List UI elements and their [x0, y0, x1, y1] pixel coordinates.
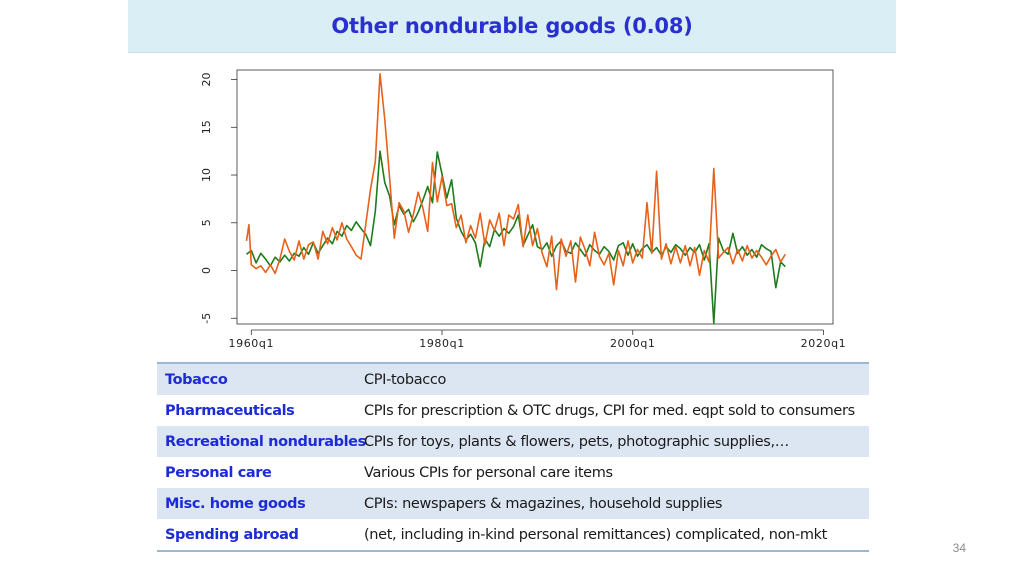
table-category: Spending abroad — [165, 526, 299, 543]
table-category: Tobacco — [165, 371, 228, 388]
plot-frame — [236, 69, 834, 325]
table-category: Misc. home goods — [165, 495, 306, 512]
y-tick-label: 15 — [200, 120, 213, 134]
table-description: CPIs for toys, plants & flowers, pets, p… — [364, 433, 789, 450]
y-tick-label: 5 — [200, 219, 213, 226]
table-description: CPIs: newspapers & magazines, household … — [364, 495, 723, 512]
table-row: Personal care Various CPIs for personal … — [157, 457, 869, 488]
series-line-orange — [245, 73, 786, 291]
measurement-table: Tobacco CPI-tobacco Pharmaceuticals CPIs… — [157, 362, 869, 552]
table-row: Misc. home goods CPIs: newspapers & maga… — [157, 488, 869, 519]
x-tick-label: 1960q1 — [229, 337, 275, 350]
page-number: 34 — [952, 541, 966, 555]
chart-axes: -5 0 5 10 15 20 1960q1 1980q1 2000q1 2020q1 — [200, 69, 847, 350]
chart-series-layer — [245, 73, 786, 324]
chart-svg: -5 0 5 10 15 20 1960q1 1980q1 2000q1 2020q1 — [200, 69, 847, 350]
table-category: Personal care — [165, 464, 272, 481]
table-description: CPI-tobacco — [364, 371, 446, 388]
y-tick-label: -5 — [200, 313, 213, 324]
table-category: Recreational nondurables — [165, 433, 366, 450]
y-tick-label: 20 — [200, 73, 213, 87]
table-row: Pharmaceuticals CPIs for prescription & … — [157, 395, 869, 426]
line-chart: -5 0 5 10 15 20 1960q1 1980q1 2000q1 2020q1 — [190, 62, 860, 354]
title-bar: Other nondurable goods (0.08) — [128, 0, 896, 53]
x-tick-label: 1980q1 — [419, 337, 465, 350]
x-tick-label: 2000q1 — [610, 337, 656, 350]
series-line-green — [246, 150, 786, 324]
y-tick-label: 0 — [200, 267, 213, 274]
slide-title: Other nondurable goods (0.08) — [331, 14, 693, 38]
table-category: Pharmaceuticals — [165, 402, 295, 419]
y-tick-label: 10 — [200, 168, 213, 182]
x-tick-label: 2020q1 — [801, 337, 847, 350]
table-description: Various CPIs for personal care items — [364, 464, 613, 481]
table-row: Spending abroad (net, including in-kind … — [157, 519, 869, 550]
table-description: (net, including in-kind personal remitta… — [364, 526, 828, 543]
table-row: Recreational nondurables CPIs for toys, … — [157, 426, 869, 457]
table-row: Tobacco CPI-tobacco — [157, 364, 869, 395]
table-description: CPIs for prescription & OTC drugs, CPI f… — [364, 402, 855, 419]
